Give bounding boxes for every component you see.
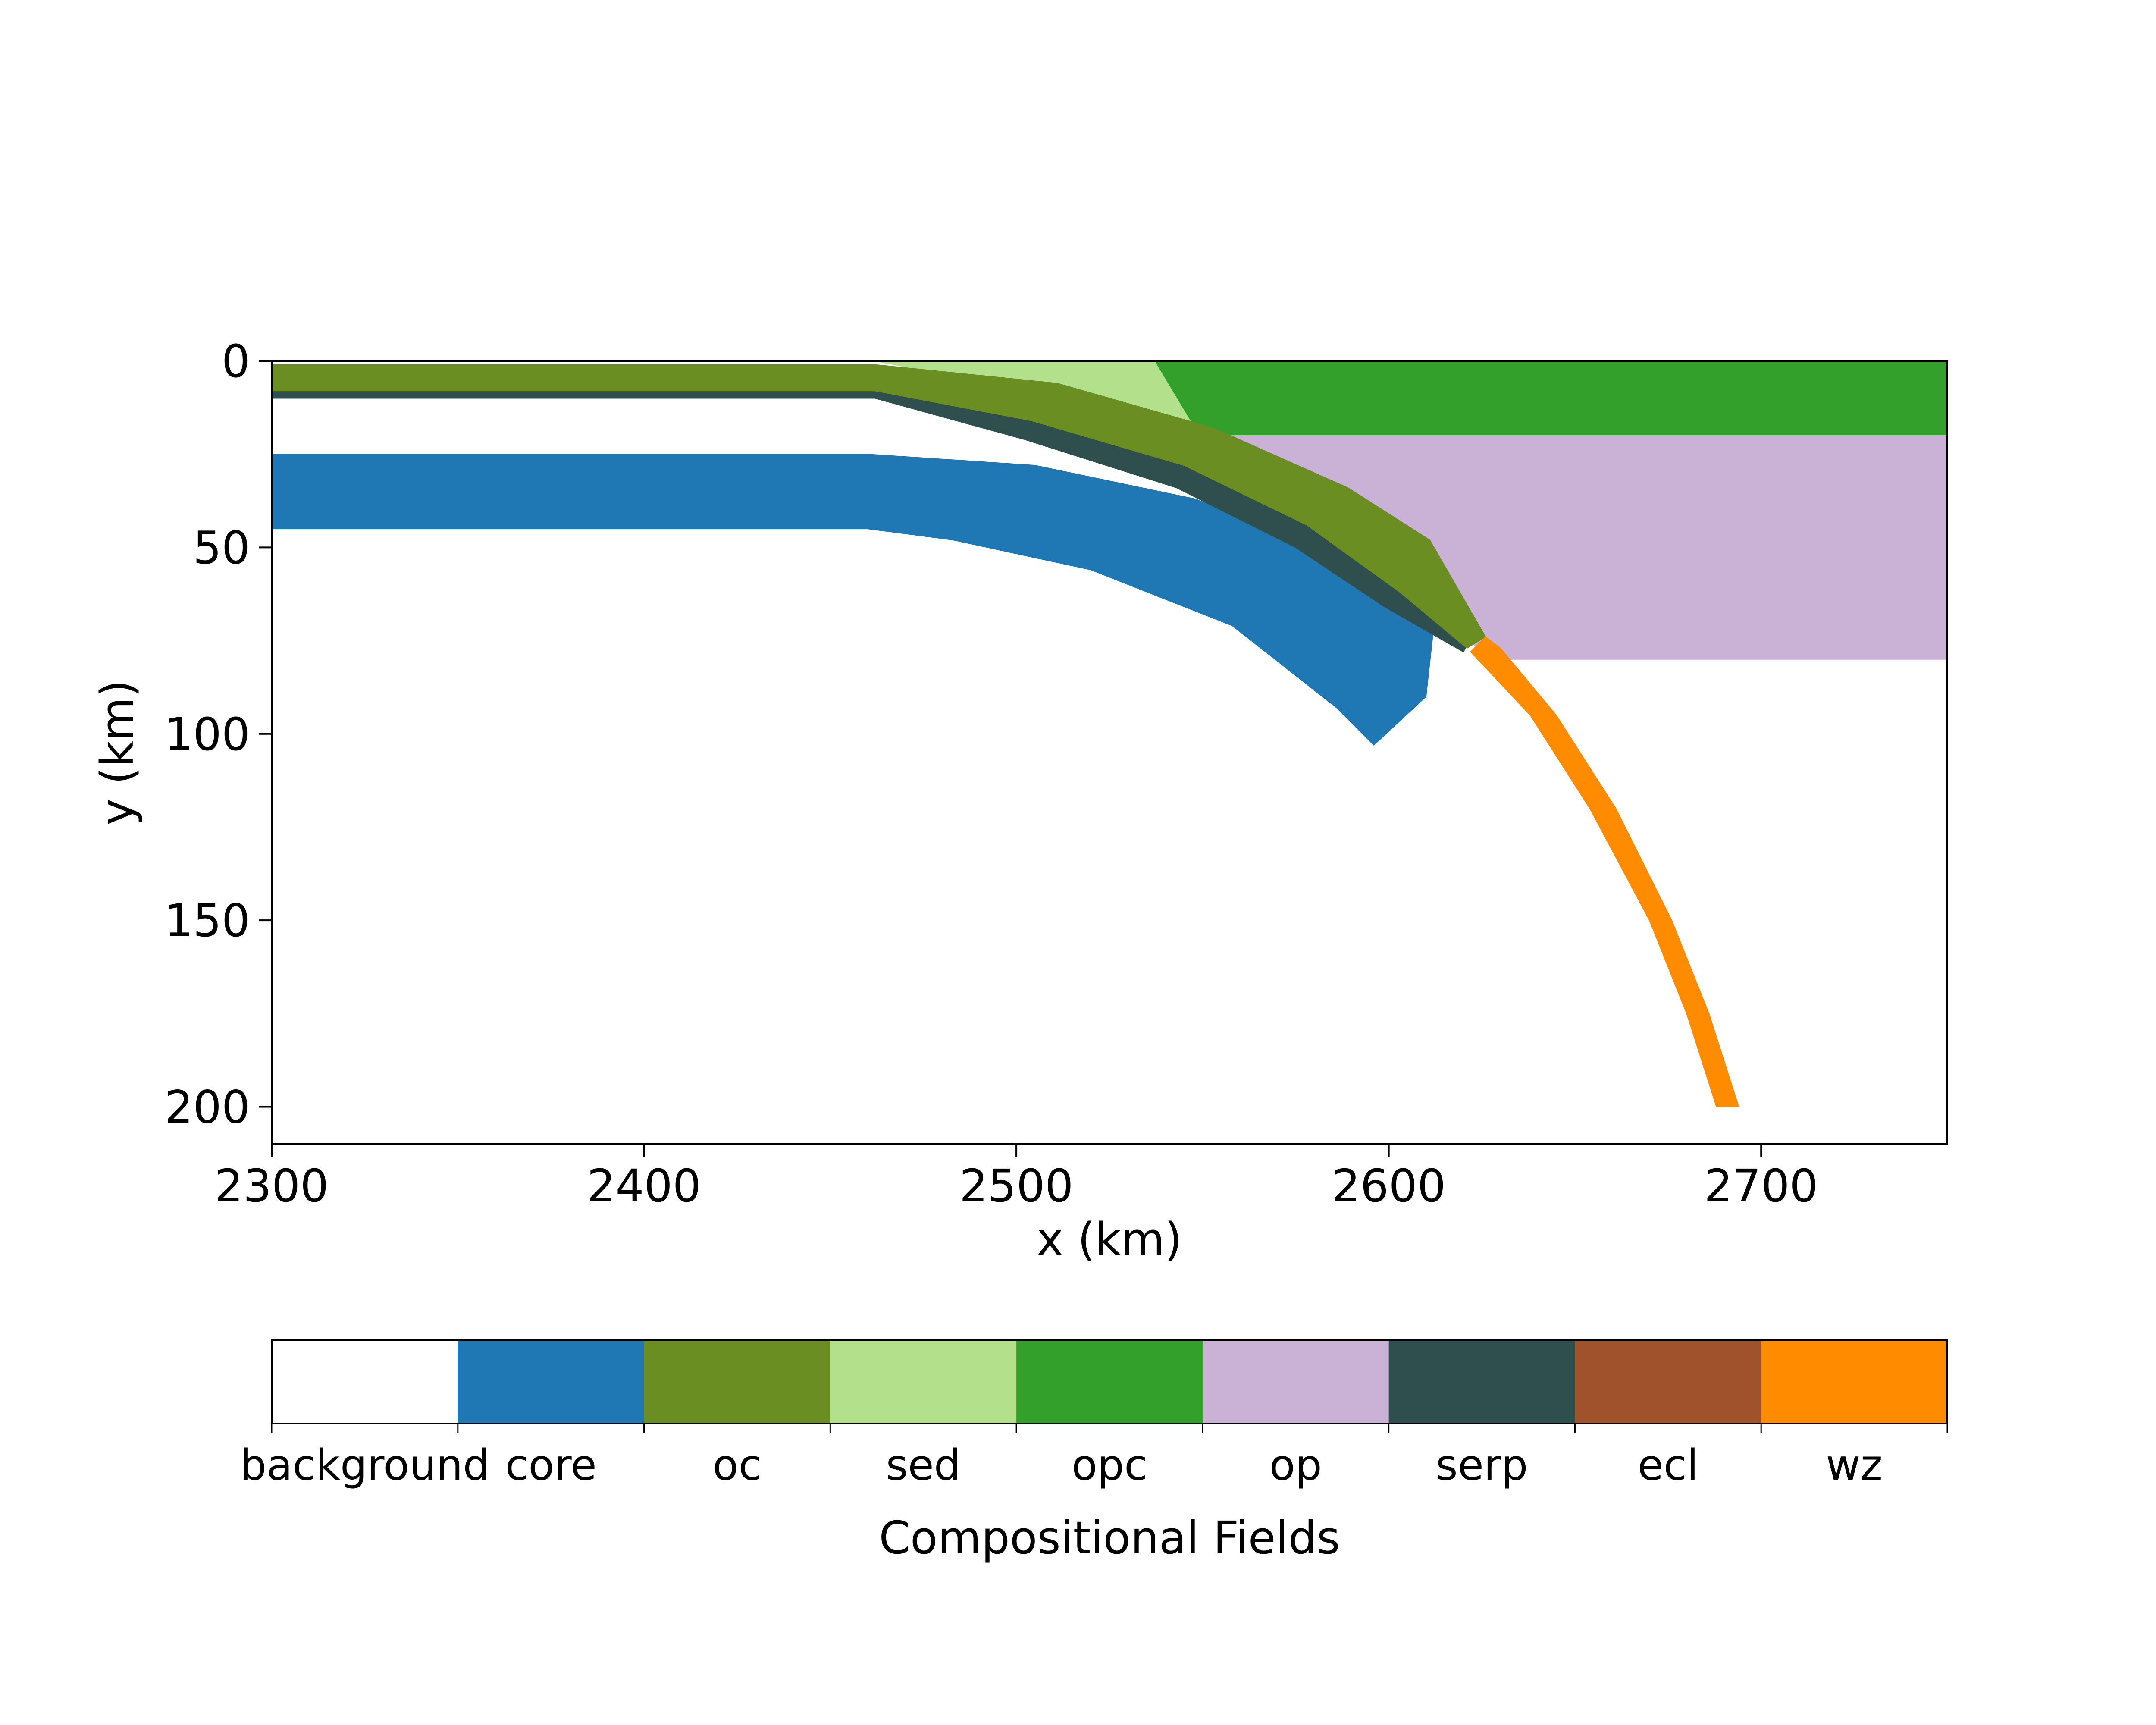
x-axis: 2300 2400 2500 2600 2700	[215, 1144, 1818, 1212]
colorbar-label-oc: oc	[713, 1441, 762, 1490]
colorbar-title: Compositional Fields	[879, 1512, 1340, 1564]
region-opc	[1153, 361, 1947, 436]
compositional-field-regions	[272, 361, 1947, 1107]
colorbar-swatch-sed	[830, 1340, 1017, 1424]
region-core	[272, 454, 1434, 746]
colorbar-label-op: op	[1269, 1441, 1322, 1490]
x-tick-label: 2300	[215, 1160, 329, 1212]
x-tick-label: 2700	[1704, 1160, 1818, 1212]
colorbar-label-sed: sed	[886, 1441, 961, 1490]
colorbar-swatch-core	[458, 1340, 645, 1424]
region-wz	[1470, 636, 1739, 1107]
colorbar-label-wz: wz	[1826, 1441, 1883, 1490]
colorbar-swatch-serp	[1388, 1340, 1575, 1424]
y-tick-label: 150	[164, 894, 250, 947]
y-tick-label: 100	[164, 708, 250, 761]
plot-frame	[271, 360, 1948, 1145]
colorbar-swatch-op	[1202, 1340, 1389, 1424]
plot-area	[272, 361, 1947, 1144]
colorbar-frame	[271, 1339, 1948, 1424]
colorbar-label-serp: serp	[1436, 1441, 1528, 1490]
y-tick-label: 50	[193, 521, 250, 574]
y-tick-label: 200	[164, 1081, 250, 1134]
y-axis: 0 50 100 150 200	[164, 335, 272, 1134]
colorbar-label-ecl: ecl	[1638, 1441, 1698, 1490]
x-tick-label: 2600	[1332, 1160, 1446, 1212]
colorbar-swatch-oc	[644, 1340, 830, 1424]
colorbar-label-background: background	[240, 1441, 490, 1490]
colorbar-swatch-background	[272, 1340, 458, 1424]
region-oc	[272, 364, 1486, 649]
colorbar: background core oc sed opc op serp ecl wz	[240, 1340, 1948, 1490]
x-tick-label: 2400	[587, 1160, 701, 1212]
x-axis-label: x (km)	[1037, 1213, 1182, 1266]
colorbar-label-core: core	[505, 1441, 597, 1490]
y-tick-label: 0	[222, 335, 250, 388]
x-tick-label: 2500	[959, 1160, 1074, 1212]
colorbar-label-opc: opc	[1072, 1441, 1147, 1490]
y-axis-label: y (km)	[91, 680, 144, 825]
colorbar-swatch-ecl	[1575, 1340, 1761, 1424]
colorbar-swatch-wz	[1761, 1340, 1948, 1424]
colorbar-swatch-opc	[1016, 1340, 1203, 1424]
